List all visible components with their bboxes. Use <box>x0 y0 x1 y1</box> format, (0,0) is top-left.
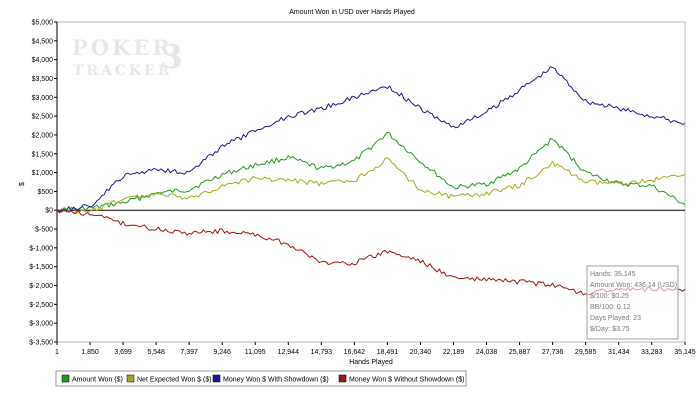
stats-box: Hands: 35,145 Amount Won: 436.14 (USD) $/1… <box>586 265 679 340</box>
x-axis-ticks: 1 1,850 3,699 5,548 7,397 9,246 11,095 12,944 14… <box>55 342 696 356</box>
x-tick-label: 1 <box>55 349 59 356</box>
x-tick-label: 22,189 <box>443 349 465 356</box>
series-line-net-expected-won <box>56 157 686 214</box>
y-axis-title: $ <box>19 182 26 186</box>
y-tick-label: $2,000 <box>32 132 54 139</box>
legend-label: Money Won $ With Showdown ($) <box>223 377 329 384</box>
poker-tracker-logo: POKER TRACKER 3 <box>72 35 183 79</box>
y-tick-label: $-1,500 <box>29 264 53 271</box>
x-tick-label: 25,887 <box>509 349 531 356</box>
x-tick-label: 14,793 <box>311 349 333 356</box>
x-axis-title: Hands Played <box>349 359 393 366</box>
x-tick-label: 33,283 <box>641 349 663 356</box>
y-tick-label: $3,000 <box>32 95 54 102</box>
legend-box <box>55 370 467 387</box>
logo-text-poker: POKER <box>72 35 173 60</box>
y-tick-label: $500 <box>37 189 53 196</box>
x-tick-label: 9,246 <box>213 349 231 356</box>
legend: Amount Won ($) Net Expected Won $ ($) Mone… <box>61 374 464 384</box>
y-tick-label: $1,500 <box>32 151 54 158</box>
legend-swatch <box>338 374 347 383</box>
x-tick-label: 27,736 <box>542 349 564 356</box>
stats-line: Amount Won: 436.14 (USD) <box>590 282 677 289</box>
stats-line: Days Played: 23 <box>590 315 641 322</box>
x-tick-label: 3,699 <box>114 349 132 356</box>
series-line-money-won-without-showdown <box>56 208 686 296</box>
stats-box-frame <box>586 265 679 340</box>
stats-line: Hands: 35,145 <box>590 271 636 278</box>
stats-line: $/100: $0.25 <box>590 293 629 300</box>
series-lines <box>56 66 686 296</box>
y-tick-label: $4,000 <box>32 57 54 64</box>
x-tick-label: 31,434 <box>608 349 630 356</box>
logo-badge: 3 <box>160 37 183 76</box>
x-tick-label: 20,340 <box>410 349 432 356</box>
stats-line: BB/100: 0.12 <box>590 304 631 311</box>
series-line-money-won-with-showdown <box>56 66 686 213</box>
x-tick-label: 16,642 <box>344 349 366 356</box>
x-tick-label: 12,944 <box>278 349 300 356</box>
y-tick-label: $4,500 <box>32 38 54 45</box>
x-tick-label: 5,548 <box>147 349 165 356</box>
x-tick-label: 11,095 <box>245 349 266 356</box>
x-tick-label: 7,397 <box>180 349 198 356</box>
legend-label: Net Expected Won $ ($) <box>137 377 212 384</box>
y-tick-label: $0 <box>45 208 53 215</box>
y-tick-label: $-2,500 <box>29 302 53 309</box>
stats-line: $/Day: $3.75 <box>590 326 630 333</box>
logo-text-tracker: TRACKER <box>73 63 173 79</box>
legend-label: Money Won $ Without Showdown ($) <box>349 377 464 384</box>
x-tick-label: 24,038 <box>476 349 498 356</box>
y-tick-label: $-3,000 <box>29 321 53 328</box>
legend-swatch <box>212 374 221 383</box>
x-tick-label: 18,491 <box>377 349 399 356</box>
y-tick-label: $-2,000 <box>29 283 53 290</box>
y-tick-label: $3,500 <box>32 76 54 83</box>
legend-swatch <box>61 374 70 383</box>
y-tick-label: $2,500 <box>32 114 54 121</box>
y-tick-label: $-3,500 <box>29 340 53 347</box>
legend-label: Amount Won ($) <box>72 377 123 384</box>
y-tick-label: $-1,000 <box>29 245 53 252</box>
x-tick-label: 35,145 <box>674 349 696 356</box>
legend-swatch <box>126 374 135 383</box>
x-tick-label: 1,850 <box>81 349 99 356</box>
chart-title: Amount Won in USD over Hands Played <box>289 9 415 16</box>
y-tick-label: $1,000 <box>32 170 54 177</box>
y-tick-label: $-500 <box>35 227 53 234</box>
x-tick-label: 29,585 <box>575 349 597 356</box>
y-tick-label: $5,000 <box>32 20 54 27</box>
y-axis-ticks: $5,000 $4,500 $4,000 $3,500 $3,000 $2,500 $2,0… <box>29 20 57 347</box>
